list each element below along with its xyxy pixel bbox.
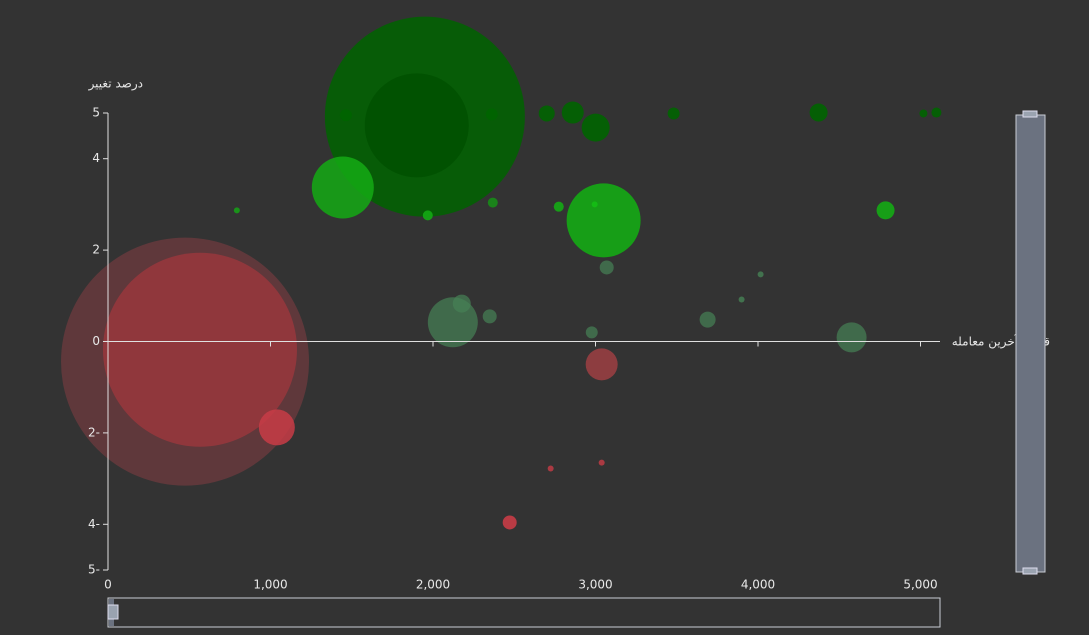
bubble <box>598 459 605 466</box>
bubble <box>487 197 498 208</box>
x-tick-label: 4,000 <box>741 578 775 592</box>
y-tick-label: 2 <box>92 243 100 257</box>
bubble <box>667 107 680 120</box>
bubble <box>591 201 598 208</box>
y-tick-label: 5- <box>88 563 100 577</box>
x-tick-label: 5,000 <box>903 578 937 592</box>
bubble <box>919 109 928 118</box>
y-tick-label: 2- <box>88 425 100 439</box>
bubble <box>364 73 469 178</box>
y-axis-label: درصد تغییر <box>88 77 143 92</box>
bubble <box>757 271 764 278</box>
bubble <box>233 207 240 214</box>
bubble <box>836 322 867 353</box>
bubble <box>599 260 614 275</box>
bubble <box>699 311 716 328</box>
slider-handle[interactable] <box>1022 110 1038 118</box>
bubble <box>258 409 295 446</box>
bubble <box>561 101 584 124</box>
bubble <box>482 309 497 324</box>
x-tick-label: 2,000 <box>416 578 450 592</box>
y-tick-label: 5 <box>92 106 100 120</box>
bubble <box>585 326 598 339</box>
bubble <box>311 156 374 219</box>
bubble <box>738 296 745 303</box>
slider-handle[interactable] <box>1022 567 1038 575</box>
slider-handle[interactable] <box>107 604 119 620</box>
x-tick-label: 3,000 <box>578 578 612 592</box>
bubble <box>553 201 564 212</box>
bubble <box>102 252 297 447</box>
y-zoom-slider[interactable] <box>1015 114 1046 573</box>
bubble <box>581 113 610 142</box>
y-tick-label: 0 <box>92 334 100 348</box>
bubble <box>502 515 517 530</box>
x-tick-label: 1,000 <box>253 578 287 592</box>
bubble <box>422 210 433 221</box>
bubble <box>538 105 555 122</box>
x-tick-label: 0 <box>104 578 112 592</box>
bubble <box>339 109 352 122</box>
bubble <box>485 108 498 121</box>
bubble <box>547 465 554 472</box>
y-tick-label: 4- <box>88 517 100 531</box>
bubble <box>452 294 471 313</box>
bubble <box>931 107 942 118</box>
bubble <box>809 103 828 122</box>
bubble <box>566 183 641 258</box>
bubble <box>876 201 895 220</box>
y-tick-label: 4 <box>92 151 100 165</box>
bubble <box>585 348 618 381</box>
